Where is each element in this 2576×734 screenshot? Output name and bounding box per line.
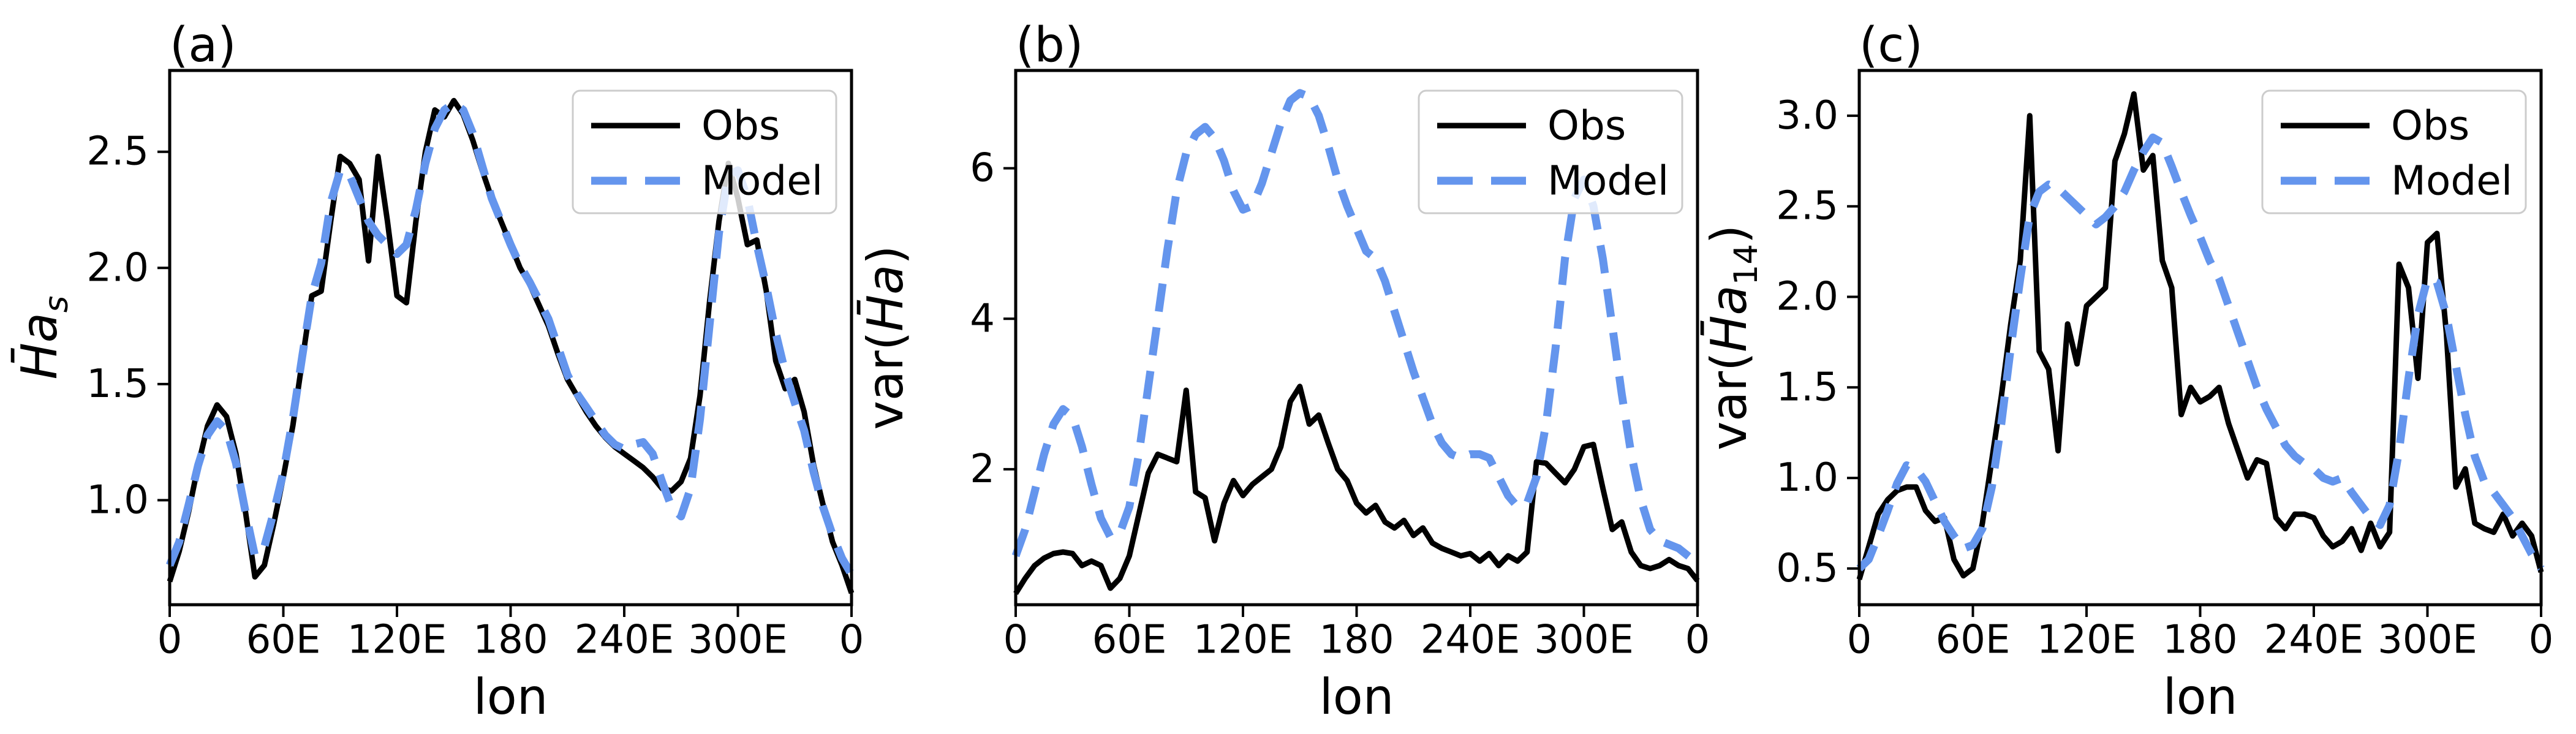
panel-c: (c)0 60E 120E 180 240E 300E 00.51.01.52.02.53.… [1700, 18, 2553, 725]
x-tick-label: 60E [246, 617, 321, 662]
x-tick-label: 240E [575, 617, 674, 662]
x-tick-label: 120E [2037, 617, 2137, 662]
legend-c: Obs Model [2261, 89, 2527, 214]
legend-a: Obs Model [572, 89, 837, 214]
x-tick-label: 0 [1685, 617, 1710, 662]
obs-line-b [1013, 384, 1700, 595]
y-tick-label: 1.5 [86, 361, 149, 407]
panel-a: (a) 0 60E 120E 180 240E 300E 0 1.0 1.5 2.0 2.5 lon H̄… [10, 18, 864, 725]
legend-box [572, 89, 837, 214]
panel-b: (b) 0 60E 120E 180 240E 300E 0 2 4 6 lon var(H̄a) Obs… [856, 18, 1710, 725]
legend-label-model: Model [1547, 157, 1669, 205]
x-tick-label: 120E [347, 617, 447, 662]
y-tick-label: 0.5 [1776, 546, 1838, 591]
x-axis-label: lon [1320, 668, 1394, 725]
obs-line-c [1856, 91, 2544, 580]
x-tick-label: 240E [1421, 617, 1520, 662]
y-axis-label: var(H̄a14) [1700, 225, 1765, 450]
x-tick-label: 0 [839, 617, 864, 662]
x-tick-label: 120E [1193, 617, 1293, 662]
x-tick-label: 180 [2162, 617, 2237, 662]
y-tick-label: 3.0 [1776, 93, 1838, 138]
legend-label-obs: Obs [2391, 102, 2469, 149]
x-tick-label: 60E [1936, 617, 2011, 662]
y-tick-label: 2.5 [1776, 184, 1838, 229]
legend-label-model: Model [2391, 157, 2512, 205]
x-tick-label: 0 [2529, 617, 2554, 662]
legend-label-obs: Obs [1547, 102, 1626, 149]
x-axis-label: lon [474, 668, 548, 725]
panel-title-a: (a) [170, 18, 236, 73]
y-tick-label: 4 [970, 296, 995, 341]
panel-title-b: (b) [1016, 18, 1083, 73]
x-tick-label: 300E [2378, 617, 2477, 662]
x-tick-label: 180 [473, 617, 548, 662]
legend-box [1418, 89, 1683, 214]
y-axis-label: var(H̄a) [856, 246, 914, 430]
model-line-c [1856, 133, 2545, 572]
x-tick-label: 300E [1534, 617, 1634, 662]
y-tick-label: 2.0 [1776, 274, 1838, 319]
axes-spines [1014, 69, 1699, 607]
legend-b: Obs Model [1418, 89, 1683, 214]
x-tick-label: 300E [688, 617, 788, 662]
x-tick-label: 0 [1003, 617, 1029, 662]
y-tick-label: 1.0 [86, 477, 149, 523]
x-tick-label: 0 [1847, 617, 1872, 662]
x-tick-label: 180 [1319, 617, 1394, 662]
legend-label-obs: Obs [701, 102, 780, 149]
axes-spines [1857, 69, 2543, 607]
y-tick-label: 6 [970, 146, 995, 191]
x-axis-label: lon [2163, 668, 2238, 725]
y-tick-label: 2.0 [86, 245, 149, 290]
legend-box [2261, 89, 2527, 214]
x-tick-label: 60E [1092, 617, 1167, 662]
y-tick-label: 1.0 [1776, 455, 1838, 501]
y-tick-label: 1.5 [1776, 365, 1838, 410]
y-axis-label: H̄as [10, 296, 75, 380]
x-tick-label: 0 [157, 617, 183, 662]
y-tick-label: 2.5 [86, 129, 149, 175]
axes-spines [168, 69, 853, 607]
panel-title-c: (c) [1859, 18, 1923, 73]
legend-label-model: Model [701, 157, 823, 205]
x-tick-label: 240E [2264, 617, 2364, 662]
y-tick-label: 2 [970, 447, 995, 492]
